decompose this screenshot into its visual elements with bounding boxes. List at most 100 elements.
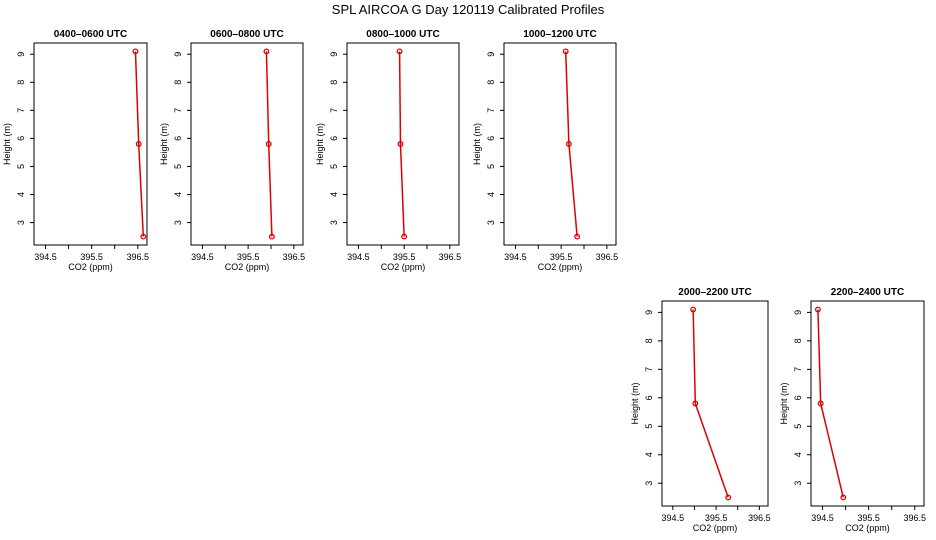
profile-line — [564, 51, 578, 237]
y-tick-label: 6 — [329, 136, 339, 141]
profile-panel: 0400–0600 UTC 394.5 395.5 396.5 3 4 5 6 7 8 9 CO2 (… — [2, 29, 149, 272]
y-tick-label: 7 — [486, 108, 496, 113]
y-tick-label: 5 — [486, 164, 496, 169]
plot-frame — [33, 42, 148, 246]
data-point — [132, 48, 139, 55]
y-axis-label: Height (m) — [159, 123, 169, 165]
x-axis-label: CO2 (ppm) — [538, 262, 583, 272]
panel-title: 1000–1200 UTC — [523, 29, 596, 40]
y-tick-label: 5 — [793, 424, 803, 429]
profile-panel: 1000–1200 UTC 394.5 395.5 396.5 3 4 5 6 7 8 9 CO2 (… — [472, 29, 618, 272]
panel-title: 2000–2200 UTC — [678, 287, 751, 298]
y-tick-label: 8 — [644, 338, 654, 343]
y-tick-label: 9 — [486, 52, 496, 57]
data-point — [840, 494, 847, 501]
y-tick-label: 6 — [16, 136, 26, 141]
y-tick-label: 4 — [173, 192, 183, 197]
plot-frame — [190, 42, 304, 246]
y-tick-label: 6 — [173, 136, 183, 141]
y-axis-label: Height (m) — [472, 123, 482, 165]
x-tick-label: 394.5 — [191, 252, 214, 262]
profile-line — [134, 51, 145, 237]
profile-line — [692, 309, 729, 498]
y-tick-label: 5 — [644, 424, 654, 429]
y-tick-label: 3 — [173, 220, 183, 225]
y-tick-label: 9 — [644, 310, 654, 315]
panel-title: 2200–2400 UTC — [831, 287, 904, 298]
y-tick-label: 3 — [329, 220, 339, 225]
y-tick-label: 3 — [644, 481, 654, 486]
x-tick-label: 394.5 — [662, 513, 685, 523]
data-point — [690, 306, 697, 313]
profile-panel: 2000–2200 UTC 394.5 395.5 396.5 3 4 5 6 7 8 9 CO2 (… — [630, 287, 771, 533]
plot-frame — [346, 42, 460, 246]
y-tick-label: 6 — [644, 395, 654, 400]
data-point — [140, 233, 147, 240]
data-point — [401, 233, 408, 240]
y-tick-label: 7 — [173, 108, 183, 113]
panel-title: 0800–1000 UTC — [366, 29, 439, 40]
x-tick-label: 394.5 — [34, 252, 57, 262]
y-tick-label: 8 — [16, 80, 26, 85]
x-tick-label: 395.5 — [393, 252, 416, 262]
y-tick-label: 4 — [486, 192, 496, 197]
profile-line — [817, 309, 845, 498]
x-tick-label: 395.5 — [857, 513, 880, 523]
data-point — [265, 141, 272, 147]
y-tick-label: 5 — [16, 164, 26, 169]
y-tick-label: 7 — [329, 108, 339, 113]
x-axis-label: CO2 (ppm) — [845, 523, 890, 533]
y-tick-label: 3 — [486, 220, 496, 225]
plot-frame — [810, 300, 925, 507]
data-point — [268, 233, 275, 240]
y-tick-label: 8 — [486, 80, 496, 85]
y-axis-label: Height (m) — [2, 123, 12, 165]
x-tick-label: 396.5 — [904, 513, 927, 523]
data-point — [263, 48, 270, 55]
panel-title: 0400–0600 UTC — [54, 29, 127, 40]
y-tick-label: 7 — [793, 367, 803, 372]
profile-panel: 0800–1000 UTC 394.5 395.5 396.5 3 4 5 6 7 8 9 CO2 (… — [315, 29, 461, 272]
x-tick-label: 394.5 — [347, 252, 370, 262]
y-tick-label: 6 — [793, 395, 803, 400]
y-tick-label: 9 — [793, 310, 803, 315]
panel-title: 0600–0800 UTC — [210, 29, 283, 40]
x-tick-label: 394.5 — [811, 513, 834, 523]
data-point — [135, 141, 142, 147]
x-tick-label: 395.5 — [237, 252, 260, 262]
plot-frame — [503, 42, 617, 246]
y-tick-label: 7 — [16, 108, 26, 113]
y-tick-label: 6 — [486, 136, 496, 141]
x-tick-label: 395.5 — [550, 252, 573, 262]
x-tick-label: 396.5 — [748, 513, 771, 523]
x-tick-label: 395.5 — [80, 252, 103, 262]
panels: 0400–0600 UTC 394.5 395.5 396.5 3 4 5 6 7 8 9 CO2 (… — [2, 29, 926, 533]
data-point — [565, 141, 572, 147]
data-point — [397, 141, 404, 147]
y-tick-label: 4 — [793, 452, 803, 457]
profile-line — [398, 51, 405, 237]
y-tick-label: 8 — [793, 338, 803, 343]
data-point — [725, 494, 732, 501]
data-point — [396, 48, 403, 55]
data-point — [817, 400, 824, 407]
y-tick-label: 8 — [329, 80, 339, 85]
x-axis-label: CO2 (ppm) — [693, 523, 738, 533]
data-point — [814, 306, 821, 313]
x-tick-label: 395.5 — [705, 513, 728, 523]
y-tick-label: 8 — [173, 80, 183, 85]
y-tick-label: 9 — [173, 52, 183, 57]
data-point — [562, 48, 569, 55]
x-tick-label: 396.5 — [596, 252, 619, 262]
x-axis-label: CO2 (ppm) — [68, 262, 113, 272]
profile-line — [265, 51, 273, 237]
y-tick-label: 5 — [173, 164, 183, 169]
x-tick-label: 396.5 — [283, 252, 306, 262]
y-tick-label: 7 — [644, 367, 654, 372]
x-axis-label: CO2 (ppm) — [381, 262, 426, 272]
y-tick-label: 9 — [16, 52, 26, 57]
profile-panel: 0600–0800 UTC 394.5 395.5 396.5 3 4 5 6 7 8 9 CO2 (… — [159, 29, 305, 272]
x-tick-label: 394.5 — [504, 252, 527, 262]
y-tick-label: 4 — [16, 192, 26, 197]
